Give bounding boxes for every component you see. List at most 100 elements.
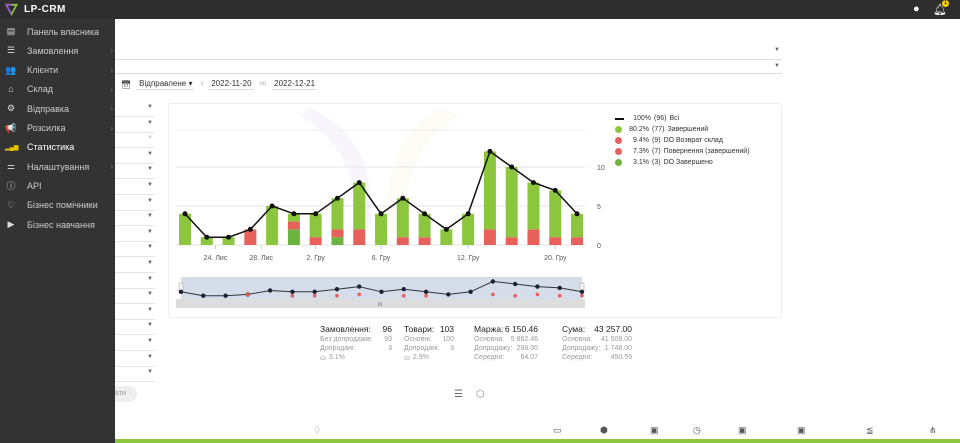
chevron-down-icon[interactable]: ▼ — [147, 228, 153, 235]
legend-item[interactable]: 80.2% (77) Завершений — [615, 124, 750, 135]
select-field-1[interactable] — [115, 59, 782, 60]
sidebar-item[interactable]: ▶ Бізнес навчання — [0, 215, 115, 234]
filter-select[interactable] — [115, 131, 155, 133]
bar-segment[interactable] — [179, 213, 191, 245]
filter-select[interactable] — [115, 365, 155, 367]
bar-segment[interactable] — [331, 237, 344, 245]
sidebar-item[interactable]: 📢 Розсилка › — [0, 119, 115, 138]
sidebar-item[interactable]: ⚙ Відправка › — [0, 99, 115, 118]
line-point[interactable] — [465, 211, 471, 217]
bar-segment[interactable] — [287, 229, 300, 245]
legend-item[interactable]: 9.4% (9) DO Возврат склад — [615, 135, 750, 146]
filter-select[interactable] — [115, 381, 155, 383]
bar-segment[interactable] — [462, 213, 475, 245]
bar-segment[interactable] — [440, 229, 453, 245]
line-point[interactable] — [313, 211, 319, 217]
filter-select[interactable] — [115, 178, 155, 180]
line-point[interactable] — [291, 211, 297, 217]
bar-segment[interactable] — [549, 190, 562, 238]
navigator-scrollbar[interactable] — [176, 299, 585, 308]
legend-item[interactable]: 100% (96) Всі — [615, 113, 750, 124]
filter-select[interactable] — [115, 225, 155, 227]
filter-select[interactable] — [115, 350, 155, 351]
chevron-down-icon[interactable]: ▼ — [147, 182, 153, 188]
apply-button[interactable]: ати — [115, 386, 137, 402]
line-point[interactable] — [334, 195, 340, 201]
date-to-input[interactable]: 2022-12-21 — [272, 79, 318, 90]
line-point[interactable] — [530, 180, 536, 186]
bar-segment[interactable] — [505, 237, 518, 245]
bar-segment[interactable] — [244, 229, 257, 245]
bar-segment[interactable] — [287, 213, 300, 222]
calendar-check-icon[interactable]: ▣ — [797, 425, 806, 435]
bar-segment[interactable] — [505, 167, 518, 238]
sidebar-item[interactable]: ☰ Замовлення › — [0, 41, 115, 60]
line-point[interactable] — [443, 226, 449, 232]
bar-segment[interactable] — [200, 237, 213, 245]
filter-select[interactable] — [115, 116, 155, 117]
chevron-down-icon[interactable]: ▼ — [147, 104, 153, 110]
bar-segment[interactable] — [309, 213, 322, 238]
line-point[interactable] — [487, 148, 493, 154]
bar-segment[interactable] — [418, 237, 431, 245]
line-point[interactable] — [422, 211, 428, 217]
chevron-down-icon[interactable]: ▼ — [147, 213, 153, 220]
chevron-down-icon[interactable]: ▼ — [147, 166, 153, 173]
filter-select[interactable] — [115, 318, 155, 320]
chevron-down-icon[interactable]: ▼ — [147, 275, 153, 282]
chevron-down-icon[interactable]: ▼ — [147, 291, 153, 298]
list-view-icon[interactable]: ☰ — [454, 389, 463, 400]
chevron-down-icon[interactable]: ▼ — [147, 244, 153, 251]
bar-segment[interactable] — [331, 198, 344, 230]
chevron-down-icon[interactable]: ▼ — [147, 338, 153, 344]
line-point[interactable] — [509, 164, 515, 170]
filter-select[interactable] — [115, 162, 155, 164]
chevron-down-icon[interactable]: ▼ — [147, 260, 153, 266]
list-icon[interactable]: ≦ — [866, 425, 874, 435]
filter-select[interactable] — [115, 209, 155, 211]
sidebar-item[interactable]: 👥 Клієнти › — [0, 61, 115, 80]
bar-segment[interactable] — [571, 237, 584, 245]
line-point[interactable] — [356, 180, 362, 186]
money-icon[interactable]: ▭ — [553, 425, 562, 435]
date-type-select[interactable]: Відправлене ▾ — [137, 79, 195, 90]
bell-icon[interactable]: 🔔︎ — [933, 4, 947, 16]
filter-select[interactable] — [115, 272, 155, 273]
line-point[interactable] — [226, 234, 232, 240]
bar-segment[interactable] — [331, 229, 344, 238]
bar-segment[interactable] — [483, 229, 496, 245]
filter-select[interactable] — [115, 240, 155, 242]
bar-segment[interactable] — [571, 213, 584, 238]
line-point[interactable] — [247, 226, 253, 232]
filter-select[interactable] — [115, 147, 155, 149]
chevron-down-icon[interactable]: ▼ — [147, 135, 153, 142]
calendar-icon[interactable]: ▣ — [738, 425, 747, 435]
sidebar-item[interactable]: ⚌ Налаштування › — [0, 157, 115, 176]
bar-segment[interactable] — [309, 237, 322, 245]
chevron-down-icon[interactable]: ▼ — [147, 150, 153, 157]
bar-segment[interactable] — [353, 182, 366, 230]
filter-select[interactable] — [115, 256, 155, 258]
line-point[interactable] — [269, 203, 275, 209]
line-point[interactable] — [400, 195, 406, 201]
bar-segment[interactable] — [418, 213, 431, 238]
sidebar-item[interactable]: ♡ Бізнес помічники — [0, 196, 115, 215]
legend-item[interactable]: 7.3% (7) Повернення (завершений) — [615, 146, 750, 157]
chevron-down-icon[interactable]: ▼ — [147, 322, 153, 329]
filter-select[interactable] — [115, 287, 155, 289]
bar-segment[interactable] — [527, 182, 540, 230]
chevron-down-icon[interactable]: ▼ — [147, 119, 153, 126]
user-icon[interactable]: ● — [913, 3, 920, 15]
line-point[interactable] — [552, 187, 558, 193]
bar-segment[interactable] — [396, 237, 409, 245]
line-point[interactable] — [574, 211, 580, 217]
chevron-down-icon[interactable]: ▼ — [774, 47, 780, 53]
bar-segment[interactable] — [483, 151, 496, 230]
logo[interactable]: LP-CRM — [4, 2, 66, 17]
sidebar-item[interactable]: ⌂ Склад › — [0, 80, 115, 99]
bar-segment[interactable] — [527, 229, 540, 245]
bag-icon[interactable]: ♢ — [313, 425, 322, 435]
bar-segment[interactable] — [287, 221, 300, 230]
date-from-input[interactable]: 2022-11-20 — [209, 79, 254, 90]
bar-segment[interactable] — [266, 206, 279, 245]
